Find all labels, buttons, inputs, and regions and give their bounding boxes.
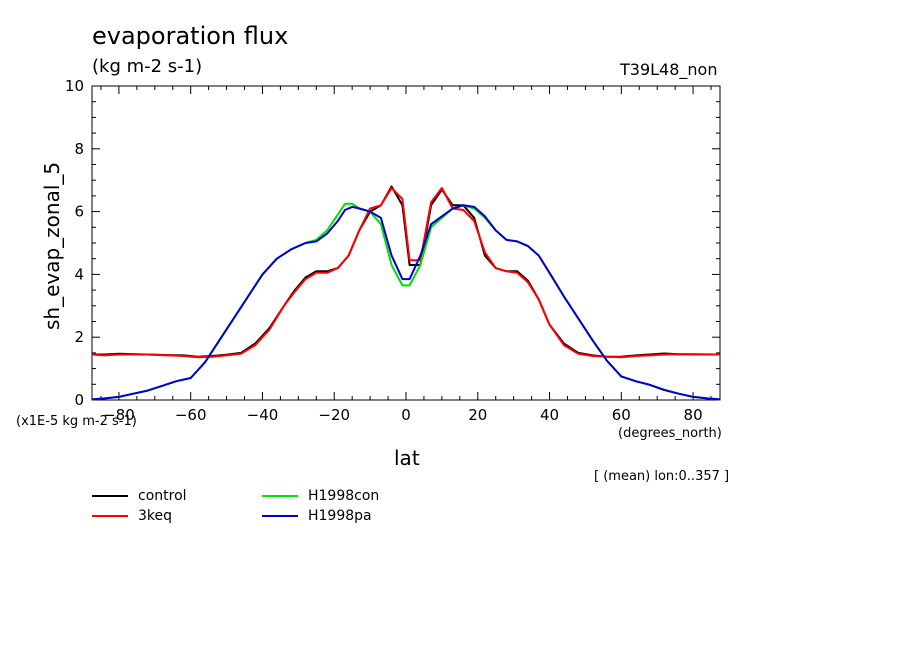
legend-label: control xyxy=(138,488,187,504)
legend-label: H1998pa xyxy=(308,508,372,524)
x-tick-label: 40 xyxy=(540,406,559,424)
series-line-3keq xyxy=(91,187,720,359)
y-tick-label: 4 xyxy=(74,265,84,283)
y-scale-label: (x1E-5 kg m-2 s-1) xyxy=(16,414,137,429)
x-tick-label: 0 xyxy=(401,406,411,424)
x-tick-label: 20 xyxy=(468,406,487,424)
series-line-control xyxy=(92,185,721,358)
x-tick-label: −20 xyxy=(318,406,350,424)
averaging-note: [ (mean) lon:0..357 ] xyxy=(594,469,730,484)
legend-item-3keq: 3keq xyxy=(92,508,172,524)
legend-swatch xyxy=(262,495,298,497)
units-label: (kg m-2 s-1) xyxy=(92,56,203,77)
legend-item-h1998pa: H1998pa xyxy=(262,508,372,524)
legend-item-control: control xyxy=(92,488,187,504)
y-tick-label: 2 xyxy=(74,328,84,346)
x-tick-label: −60 xyxy=(175,406,207,424)
x-tick-label: 80 xyxy=(684,406,703,424)
x-units-label: (degrees_north) xyxy=(618,426,722,441)
y-tick-label: 8 xyxy=(74,140,84,158)
y-tick-label: 10 xyxy=(65,77,84,95)
legend-label: 3keq xyxy=(138,508,173,524)
x-tick-label: −80 xyxy=(103,406,135,424)
legend-item-h1998con: H1998con xyxy=(262,488,379,504)
x-tick-label: 60 xyxy=(612,406,631,424)
x-tick-label: −40 xyxy=(247,406,279,424)
chart-title: evaporation flux xyxy=(92,22,289,50)
y-tick-label: 6 xyxy=(74,203,84,221)
legend-label: H1998con xyxy=(308,488,380,504)
x-axis-label: lat xyxy=(394,446,420,470)
run-id-label: T39L48_non xyxy=(620,60,718,79)
legend-swatch xyxy=(262,515,298,517)
y-tick-label: 0 xyxy=(74,391,84,409)
legend-swatch xyxy=(92,515,128,517)
series-line-h1998pa xyxy=(91,204,721,401)
legend-swatch xyxy=(92,495,128,497)
